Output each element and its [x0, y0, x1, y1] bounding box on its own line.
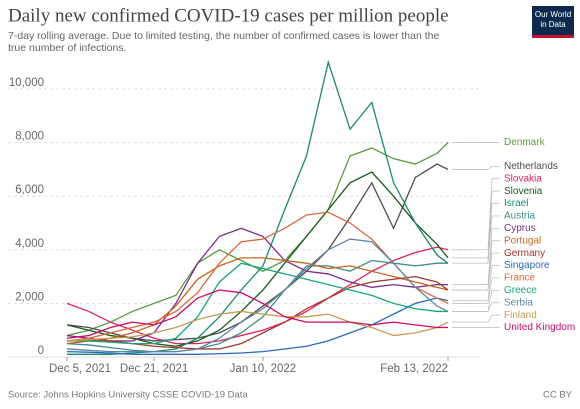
series-line [67, 59, 449, 355]
source: Source: Johns Hopkins University CSSE CO… [8, 390, 248, 401]
legend-label: Cyprus [504, 223, 536, 234]
legend-label: Israel [504, 198, 528, 209]
legend-label: Germany [504, 248, 545, 259]
legend-label: Serbia [504, 297, 533, 308]
x-tick-label: Dec 5, 2021 [49, 363, 111, 375]
y-tick-label: 4,000 [15, 238, 44, 250]
license: CC BY [543, 390, 573, 401]
legend-connector [452, 252, 500, 291]
legend-label: Greece [504, 285, 537, 296]
legend-label: Slovakia [504, 173, 542, 184]
logo-bar [532, 35, 574, 38]
y-tick-label: 2,000 [15, 291, 44, 303]
legend-label: Denmark [504, 137, 546, 148]
series-line [66, 238, 449, 353]
series-line [67, 262, 448, 345]
legend-connector [452, 227, 500, 285]
series-line [66, 297, 449, 355]
legend-connector [452, 203, 500, 264]
y-tick-label: 0 [38, 345, 44, 357]
y-tick-label: 6,000 [15, 184, 44, 196]
series-line [66, 257, 449, 345]
series-line [66, 310, 449, 342]
series-line [66, 163, 449, 342]
series-line [66, 289, 448, 339]
x-tick-label: Feb 13, 2022 [380, 363, 448, 375]
x-tick-label: Jan 10, 2022 [230, 363, 297, 375]
logo [532, 6, 574, 38]
legend-label: Finland [504, 310, 537, 321]
legend-connector [452, 215, 500, 264]
series-line [66, 246, 449, 345]
chart-subtitle: 7-day rolling average. Due to limited te… [8, 30, 439, 54]
legend-connector [452, 302, 500, 312]
legend-label: Singapore [504, 260, 550, 271]
legend-connector [452, 165, 500, 170]
legend-label: France [504, 273, 536, 284]
y-tick-label: 10,000 [9, 77, 44, 89]
legend-label: Austria [504, 211, 536, 222]
legend-connector [452, 265, 500, 302]
series-line [66, 171, 449, 347]
legend-connector [452, 190, 500, 259]
chart-title: Daily new confirmed COVID-19 cases per m… [8, 5, 449, 26]
y-tick-label: 8,000 [15, 131, 44, 143]
legend-label: United Kingdom [504, 322, 575, 333]
logo-text: in Data [540, 20, 566, 29]
legend-connector [452, 314, 500, 323]
series-line [66, 227, 448, 342]
legend-label: Slovenia [504, 186, 543, 197]
legend-label: Portugal [504, 235, 541, 246]
legend-label: Netherlands [504, 161, 558, 172]
logo-text: Our World [535, 10, 571, 19]
x-tick-label: Dec 21, 2021 [120, 363, 188, 375]
series-line [66, 142, 449, 337]
legend-connector [452, 277, 500, 304]
legend-connector [452, 178, 500, 251]
